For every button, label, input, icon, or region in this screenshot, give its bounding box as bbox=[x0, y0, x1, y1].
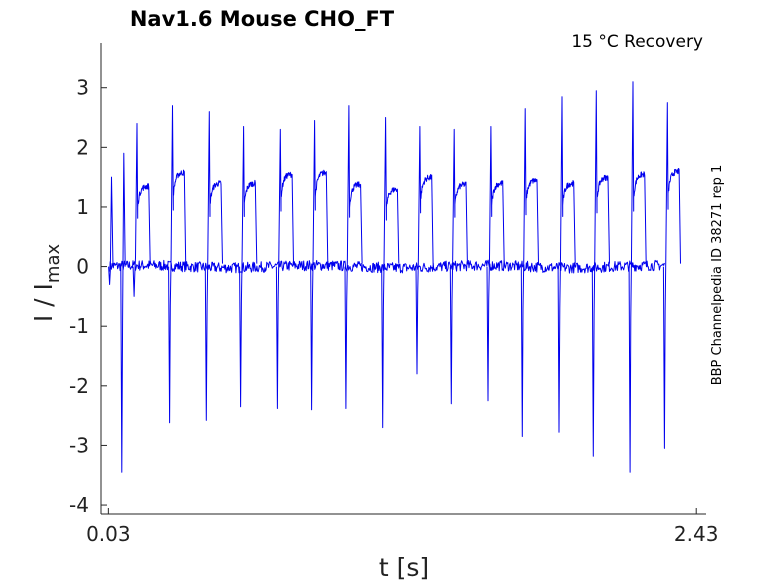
transient-trace bbox=[108, 176, 114, 285]
transient-trace bbox=[628, 81, 647, 473]
y-axis-label-subscript: max bbox=[43, 244, 64, 284]
y-tick-label: 1 bbox=[76, 195, 89, 219]
x-axis-label: t [s] bbox=[379, 553, 429, 582]
chart-title: Nav1.6 Mouse CHO_FT bbox=[130, 7, 395, 31]
y-axis-label-main: I / I bbox=[29, 283, 58, 322]
chart-annotation: 15 °C Recovery bbox=[571, 32, 703, 52]
transient-trace bbox=[120, 152, 126, 473]
y-tick-label: -4 bbox=[69, 493, 89, 517]
transient-trace bbox=[449, 128, 468, 405]
transient-trace bbox=[520, 108, 539, 437]
transient-trace bbox=[132, 123, 151, 297]
y-axis-label: I / Imax bbox=[29, 244, 64, 323]
y-tick-label: -1 bbox=[69, 314, 89, 338]
side-label: BBP Channelpedia ID 38271 rep 1 bbox=[710, 165, 725, 386]
x-tick-label: 0.03 bbox=[86, 522, 131, 546]
y-tick-label: 0 bbox=[76, 255, 89, 279]
transient-trace bbox=[662, 102, 681, 449]
transient-trace bbox=[344, 105, 363, 409]
transient-trace bbox=[381, 117, 400, 429]
trace-group bbox=[108, 81, 681, 473]
y-tick-label: 3 bbox=[76, 76, 89, 100]
y-tick-label: -2 bbox=[69, 374, 89, 398]
transient-trace bbox=[168, 105, 187, 424]
baseline-trace bbox=[109, 259, 665, 274]
plot-area: 3 2 1 0 -1 -2 -3 -4 0.03 2.43 bbox=[69, 43, 718, 546]
transient-trace bbox=[310, 120, 329, 411]
transient-trace bbox=[486, 126, 505, 402]
transient-trace bbox=[239, 126, 258, 408]
transient-trace bbox=[591, 90, 610, 457]
y-tick-label: -3 bbox=[69, 433, 89, 457]
x-tick-group: 0.03 2.43 bbox=[86, 508, 718, 546]
transient-trace bbox=[204, 111, 223, 421]
x-tick-label: 2.43 bbox=[674, 522, 719, 546]
transient-trace bbox=[557, 96, 576, 433]
y-tick-label: 2 bbox=[76, 135, 89, 159]
y-tick-group: 3 2 1 0 -1 -2 -3 -4 bbox=[69, 76, 107, 517]
transient-trace bbox=[275, 128, 294, 409]
transient-trace bbox=[415, 126, 434, 375]
